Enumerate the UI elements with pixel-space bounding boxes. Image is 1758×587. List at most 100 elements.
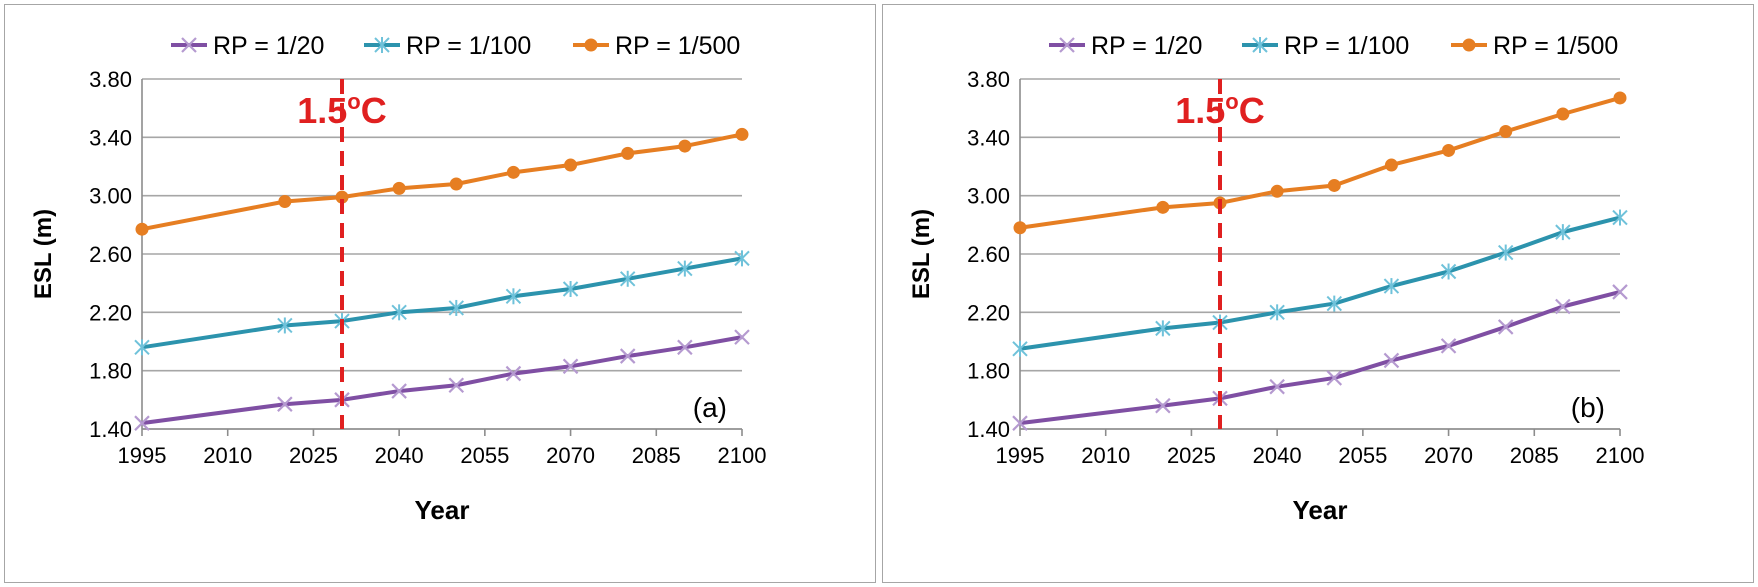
legend-swatch-marker-b-1: [1252, 37, 1268, 53]
threshold-unit-a: C: [361, 90, 387, 131]
data-point-b-0-0: [1012, 415, 1028, 431]
x-tick-label-b-1: 2010: [1081, 443, 1130, 468]
data-point-b-0-9: [1612, 284, 1628, 300]
data-point-a-0-1-stroke-2: [277, 396, 293, 412]
threshold-value-a: 1.5: [297, 90, 347, 131]
series-line-a-2: [141, 132, 743, 232]
data-point-b-2-0: [1013, 221, 1027, 235]
data-point-b-0-7-stroke-2: [1497, 319, 1514, 335]
data-point-b-2-1: [1156, 200, 1170, 214]
data-point-a-2-0: [135, 222, 149, 236]
data-point-a-0-3: [391, 383, 407, 399]
legend-swatch-marker-a-1: [374, 37, 390, 53]
y-tick-label-a-2: 2.20: [89, 300, 132, 325]
series-markers-a-2: [135, 127, 749, 236]
data-point-b-0-7: [1497, 319, 1514, 335]
x-tick-label-a-4: 2055: [460, 443, 509, 468]
data-point-b-0-1-stroke-2: [1155, 397, 1171, 414]
data-point-a-0-1: [277, 396, 293, 412]
data-point-b-0-9-stroke-2: [1612, 284, 1628, 300]
y-tick-label-b-5: 3.40: [967, 125, 1010, 150]
data-point-b-0-3-stroke-2: [1269, 378, 1285, 395]
data-point-b-0-4-stroke-2: [1326, 370, 1343, 386]
chart-b-svg: 1.40 1.80 2.20 2.60 3.00 3.40 3.80 1995 2010 2025…: [908, 32, 1645, 525]
data-point-a-2-9: [735, 127, 749, 141]
x-tick-label-a-5: 2070: [546, 443, 595, 468]
y-axis-title-a: ESL (m): [30, 209, 57, 299]
data-point-b-1-1: [1155, 320, 1171, 337]
data-point-a-2-5: [506, 165, 520, 179]
y-tick-label-b-0: 1.40: [967, 417, 1010, 442]
data-point-a-1-5: [505, 288, 522, 305]
data-point-b-0-5-stroke-2: [1383, 352, 1400, 369]
y-tick-label-a-4: 3.00: [89, 184, 132, 209]
data-point-a-2-3: [392, 181, 406, 195]
threshold-degree-a: o: [347, 89, 360, 114]
legend-swatch-marker-b-0: [1059, 37, 1075, 53]
legend-swatch-marker-a-0-stroke-2: [181, 37, 197, 53]
y-tick-label-b-2: 2.20: [967, 300, 1010, 325]
data-point-b-2-8: [1556, 107, 1570, 121]
legend-label-a-0: RP = 1/20: [213, 32, 324, 60]
chart-panel-b: 1.40 1.80 2.20 2.60 3.00 3.40 3.80 1995 2010 2025…: [882, 4, 1754, 583]
x-tick-label-a-6: 2085: [632, 443, 681, 468]
x-axis-title-a: Year: [415, 495, 470, 525]
legend-swatch-marker-a-0: [181, 37, 197, 53]
data-point-b-2-9: [1613, 91, 1627, 105]
data-point-b-0-8: [1555, 298, 1571, 315]
legend-swatch-marker-a-2: [584, 38, 598, 52]
data-point-b-2-6: [1442, 143, 1456, 157]
data-point-a-2-8: [678, 139, 692, 153]
data-point-a-0-8: [677, 339, 693, 356]
panel-label-b: (b): [1571, 392, 1605, 423]
data-point-a-2-6: [564, 158, 578, 172]
data-point-b-0-8-stroke-2: [1555, 298, 1571, 315]
warming-threshold-label-a: 1.5oC: [297, 89, 387, 131]
data-point-b-1-0: [1012, 340, 1028, 357]
data-point-a-1-0: [134, 339, 150, 356]
data-point-a-1-1: [277, 317, 293, 334]
data-point-a-0-0-stroke-2: [134, 415, 150, 431]
data-point-a-2-4: [449, 177, 463, 191]
series-line-a-0: [141, 335, 743, 426]
x-tick-label-a-7: 2100: [718, 443, 767, 468]
x-tick-label-b-7: 2100: [1596, 443, 1645, 468]
y-tick-label-a-0: 1.40: [89, 417, 132, 442]
data-point-a-1-8: [677, 260, 693, 277]
data-point-b-0-0-stroke-2: [1012, 415, 1028, 431]
legend-label-a-1: RP = 1/100: [406, 32, 531, 60]
x-tick-label-b-6: 2085: [1510, 443, 1559, 468]
data-point-b-0-5: [1383, 352, 1400, 369]
y-tick-label-b-6: 3.80: [967, 67, 1010, 92]
legend-label-b-1: RP = 1/100: [1284, 32, 1409, 60]
series-markers-b-1: [1012, 209, 1628, 357]
x-tick-label-a-0: 1995: [118, 443, 167, 468]
series-markers-b-0: [1012, 284, 1628, 431]
legend-swatch-marker-b-2: [1462, 38, 1476, 52]
threshold-degree-b: o: [1225, 89, 1238, 114]
data-point-b-2-4: [1327, 178, 1341, 192]
data-point-a-1-6: [562, 281, 579, 297]
series-markers-a-0: [134, 329, 750, 431]
threshold-unit-b: C: [1239, 90, 1265, 131]
legend-label-b-0: RP = 1/20: [1091, 32, 1202, 60]
x-tick-label-b-3: 2040: [1253, 443, 1302, 468]
data-point-a-0-8-stroke-2: [677, 339, 693, 356]
y-tick-label-b-3: 2.60: [967, 242, 1010, 267]
data-point-b-1-5: [1383, 278, 1400, 295]
x-tick-label-a-3: 2040: [375, 443, 424, 468]
data-point-a-0-0: [134, 415, 150, 431]
data-point-b-2-3: [1270, 184, 1284, 198]
series-line-a-1: [141, 256, 743, 350]
y-tick-label-a-1: 1.80: [89, 359, 132, 384]
series-markers-b-2: [1013, 91, 1627, 235]
x-tick-label-b-4: 2055: [1338, 443, 1387, 468]
data-point-a-1-9: [734, 250, 750, 267]
warming-threshold-label-b: 1.5oC: [1175, 89, 1265, 131]
legend-b: RP = 1/20 RP = 1/100 RP = 1/500: [1049, 32, 1618, 60]
y-tick-label-a-6: 3.80: [89, 67, 132, 92]
data-point-a-0-7-stroke-2: [619, 348, 636, 364]
y-axis-title-b: ESL (m): [908, 209, 935, 299]
data-point-a-1-7: [620, 270, 636, 287]
